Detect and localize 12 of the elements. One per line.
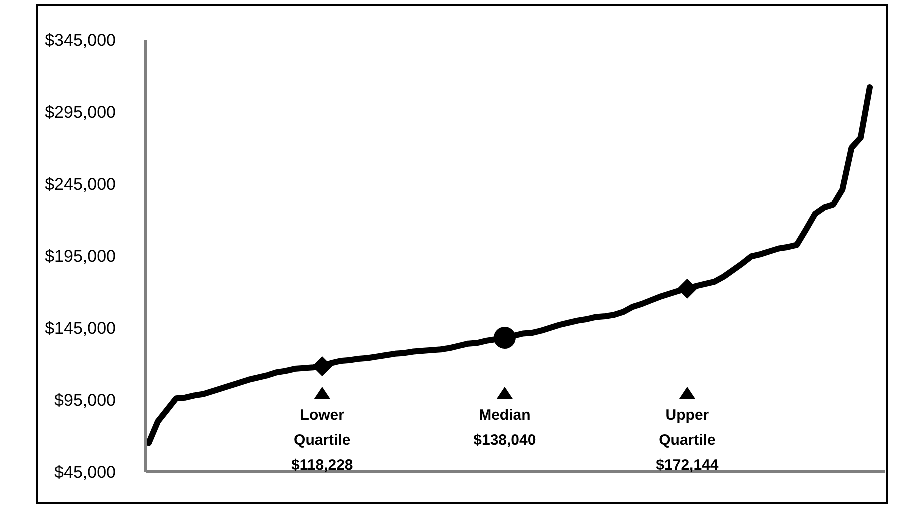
y-tick-label: $45,000 (54, 463, 116, 482)
y-tick-label: $95,000 (54, 391, 116, 410)
annotation: Lower Quartile $118,228 (292, 407, 354, 474)
y-tick-label: $145,000 (45, 319, 116, 338)
annotation: Median $138,040 (474, 407, 536, 449)
y-tick-label: $245,000 (45, 175, 116, 194)
annotation: Upper Quartile $172,144 (656, 407, 720, 474)
y-tick-label: $345,000 (45, 31, 116, 50)
y-tick-label: $295,000 (45, 103, 116, 122)
point (677, 278, 698, 299)
point (494, 327, 516, 350)
y-tick-label: $195,000 (45, 247, 116, 266)
